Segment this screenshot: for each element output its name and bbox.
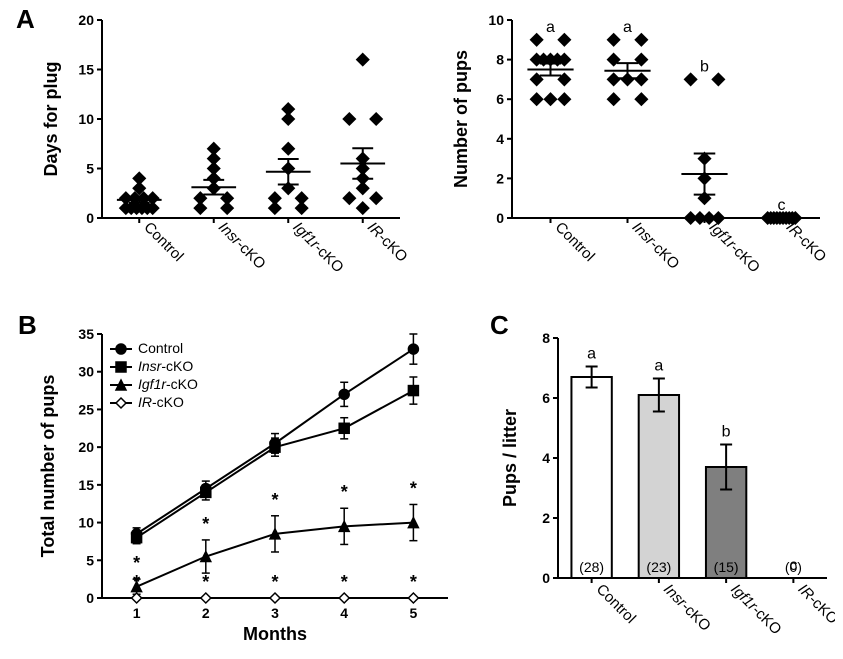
svg-text:5: 5 (86, 552, 94, 568)
svg-text:*: * (341, 572, 348, 592)
svg-text:0: 0 (86, 210, 94, 226)
svg-text:Months: Months (243, 624, 307, 644)
svg-text:30: 30 (78, 364, 94, 380)
panel-A-left: 0 5 10 15 20 Days for plug Control Insr-cKO Igf1… (40, 8, 410, 288)
svg-text:Pups / litter: Pups / litter (500, 409, 520, 507)
svg-text:15: 15 (78, 477, 94, 493)
svg-text:8: 8 (542, 330, 550, 346)
svg-text:a: a (587, 346, 596, 363)
svg-text:10: 10 (78, 111, 94, 127)
svg-text:Total number of pups: Total number of pups (40, 375, 58, 558)
svg-text:5: 5 (410, 605, 418, 621)
svg-text:Insr-cKO: Insr-cKO (660, 581, 714, 635)
svg-text:Control: Control (593, 581, 639, 627)
svg-text:*: * (410, 572, 417, 592)
svg-text:5: 5 (86, 161, 94, 177)
svg-text:10: 10 (78, 515, 94, 531)
svg-text:*: * (133, 553, 140, 573)
svg-text:Days for plug: Days for plug (41, 61, 61, 176)
panel-C: 0 2 4 6 8 Pups / litter a (28) Control a (23) Insr-… (500, 320, 835, 650)
svg-text:10: 10 (488, 12, 504, 28)
svg-text:Igf1r-cKO: Igf1r-cKO (289, 219, 346, 276)
svg-text:Number of pups: Number of pups (451, 50, 471, 188)
svg-text:Insr-cKO: Insr-cKO (215, 219, 269, 273)
svg-text:IR-cKO: IR-cKO (795, 581, 835, 628)
svg-text:*: * (271, 490, 278, 510)
svg-text:IR-cKO: IR-cKO (364, 219, 410, 266)
svg-text:*: * (410, 478, 417, 498)
svg-text:3: 3 (271, 605, 279, 621)
svg-text:*: * (133, 572, 140, 592)
svg-text:IR-cKO: IR-cKO (138, 394, 184, 410)
svg-text:*: * (202, 572, 209, 592)
svg-text:35: 35 (78, 326, 94, 342)
svg-text:b: b (700, 58, 709, 75)
svg-text:a: a (623, 19, 632, 36)
svg-text:4: 4 (340, 605, 348, 621)
panel-label-B: B (18, 310, 37, 341)
panel-A-right: 0 2 4 6 8 10 Number of pups Control Insr-cKO Igf1… (450, 8, 830, 288)
panel-B: 0 5 10 15 20 25 30 35 Total number of pups 1 2 3 4 5 M… (40, 320, 460, 650)
svg-text:Control: Control (552, 219, 598, 265)
svg-text:Igf1r-cKO: Igf1r-cKO (138, 376, 198, 392)
svg-text:(0): (0) (785, 559, 802, 575)
svg-text:(28): (28) (579, 559, 604, 575)
svg-text:Igf1r-cKO: Igf1r-cKO (706, 219, 763, 276)
svg-text:Control: Control (138, 340, 183, 356)
svg-text:*: * (202, 514, 209, 534)
svg-text:Control: Control (140, 219, 186, 265)
svg-text:c: c (778, 197, 786, 214)
svg-text:25: 25 (78, 401, 94, 417)
svg-text:20: 20 (78, 12, 94, 28)
svg-text:Insr-cKO: Insr-cKO (138, 358, 193, 374)
svg-text:0: 0 (496, 210, 504, 226)
svg-text:4: 4 (542, 450, 550, 466)
svg-text:20: 20 (78, 439, 94, 455)
svg-text:2: 2 (542, 510, 550, 526)
svg-text:(15): (15) (714, 559, 739, 575)
svg-text:*: * (271, 572, 278, 592)
svg-text:6: 6 (542, 390, 550, 406)
svg-text:0: 0 (542, 570, 550, 586)
svg-text:8: 8 (496, 52, 504, 68)
svg-text:(23): (23) (646, 559, 671, 575)
svg-text:1: 1 (133, 605, 141, 621)
svg-text:IR-cKO: IR-cKO (783, 219, 830, 266)
svg-text:4: 4 (496, 131, 504, 147)
svg-text:a: a (654, 358, 663, 375)
svg-text:b: b (722, 424, 731, 441)
svg-text:2: 2 (496, 170, 504, 186)
svg-text:Igf1r-cKO: Igf1r-cKO (727, 581, 784, 638)
svg-text:a: a (546, 19, 555, 36)
svg-text:Insr-cKO: Insr-cKO (629, 219, 683, 273)
svg-text:2: 2 (202, 605, 210, 621)
panel-label-A: A (16, 4, 35, 35)
svg-text:15: 15 (78, 62, 94, 78)
svg-text:0: 0 (86, 590, 94, 606)
svg-text:*: * (341, 482, 348, 502)
svg-text:6: 6 (496, 91, 504, 107)
